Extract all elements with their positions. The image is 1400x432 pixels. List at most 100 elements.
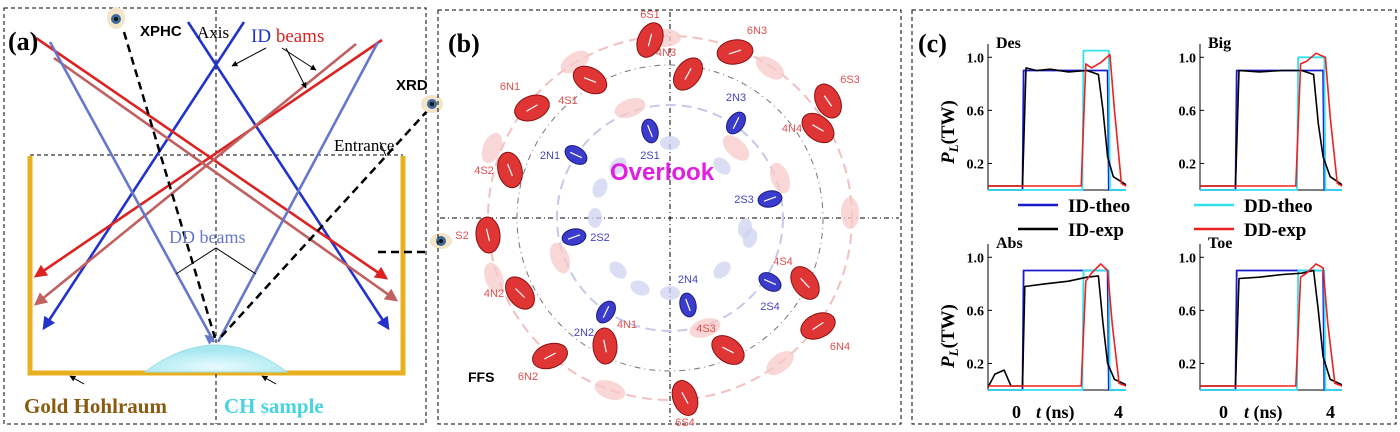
beam-4n4: 4N4 [782, 112, 835, 144]
polarization-arrow [567, 234, 581, 240]
beam-4s3: 4S3 [696, 323, 745, 365]
polarization-arrow [823, 95, 833, 107]
xtick-4-right: 4 [1326, 402, 1335, 422]
panel-c: (c) 0.2 0.6 1.0 Des 0.2 0.6 1.0 Big 0.2 0.6 1.0 Abs… [911, 9, 1397, 425]
subplot-des: 0.2 0.6 1.0 Des [967, 35, 1127, 191]
panel-a: (a) XPHC Axis ID beams XRD Entrance DD b… [3, 7, 452, 425]
y-tick-label: 0.6 [967, 304, 985, 319]
legend: ID-theo DD-theo ID-exp DD-exp [1018, 196, 1313, 241]
beam-2s1: 2S1 [640, 118, 660, 162]
ylabel-top: PL(TW) [938, 100, 961, 165]
ch-sample-dome [143, 344, 289, 373]
polarization-arrow [526, 104, 538, 112]
beam-label: 2N2 [574, 327, 594, 339]
beam-label: 2N1 [540, 150, 560, 162]
overlook-label: Overlook [610, 159, 715, 186]
xtick-4-left: 4 [1114, 402, 1123, 422]
faint-beam-spot [592, 178, 608, 198]
beam-label: 4N1 [617, 319, 637, 331]
beam-6s3: 6S3 [814, 74, 860, 119]
series-id-exp [987, 275, 1127, 388]
beam-label: 6N4 [830, 341, 850, 353]
beam-4s1: 4S1 [558, 65, 608, 107]
beam-label: 2S2 [590, 232, 610, 244]
series-dd-theo [988, 49, 1126, 191]
legend-id-theo: ID-theo [1068, 196, 1130, 217]
id-beam-blue-1 [186, 21, 390, 331]
y-tick-label: 0.6 [967, 104, 985, 119]
y-tick-label: 1.0 [1179, 51, 1197, 66]
beam-label: S2 [455, 230, 468, 242]
series-dd-exp [1200, 263, 1343, 387]
subplot-title: Des [996, 35, 1021, 52]
faint-beam-spot [481, 132, 503, 164]
id-beam-red-3 [53, 56, 399, 302]
beam-label: 4S1 [558, 95, 578, 107]
polarization-arrow [515, 288, 525, 298]
series-id-theo [1200, 69, 1342, 191]
polarization-arrow [485, 228, 491, 242]
faint-beam-spot [713, 261, 731, 279]
beam-label: 2S3 [734, 194, 754, 206]
faint-beam-spot [766, 350, 794, 376]
beam-label: 4S3 [696, 323, 716, 335]
beam-label: 4N2 [484, 288, 504, 300]
faint-beam-spot [737, 218, 753, 238]
faint-beam-spot [840, 197, 860, 229]
ch-label-arrow [261, 375, 277, 385]
legend-dd-exp: DD-exp [1244, 220, 1306, 241]
xlabel-right: t (ns) [1244, 402, 1283, 423]
panel-a-frame [3, 7, 427, 425]
polarization-arrow [763, 278, 777, 286]
y-tick-label: 0.6 [1179, 304, 1197, 319]
legend-id-exp: ID-exp [1068, 220, 1124, 241]
ch-sample-label: CH sample [224, 394, 324, 418]
polarization-arrow [800, 277, 810, 289]
beam-label: 4N4 [782, 123, 802, 135]
panel-b: 6S1 6N3 6S3 6N4 6S4 6N2 S2 6N1 4N3 4N4 4S4 4S3 4N1 4N… [437, 9, 902, 429]
beam-label: 4N3 [656, 47, 676, 59]
beam-label: 6N1 [500, 81, 520, 93]
subplot-title: Toe [1208, 235, 1232, 252]
subplot-title: Big [1208, 35, 1231, 52]
faint-beam-spot [588, 208, 602, 228]
y-tick-label: 0.2 [967, 357, 985, 372]
y-tick-label: 1.0 [967, 251, 985, 266]
subplot-toe: 0.2 0.6 1.0 Toe [1179, 235, 1343, 391]
dd-beam-2 [216, 41, 380, 343]
subplot-title: Abs [996, 235, 1023, 252]
dd-label-bracket [175, 247, 257, 275]
faint-beam-spot [689, 318, 721, 338]
dd-beam-arrow-1 [204, 334, 216, 345]
polarization-arrow [544, 352, 556, 360]
polarization-arrow [685, 298, 691, 312]
faint-beam-spot [713, 157, 731, 175]
beam-6s4: 6S4 [671, 380, 699, 429]
beam-6n1: 6N1 [500, 81, 550, 122]
polarization-arrow [684, 68, 692, 80]
gold-hohlraum-wall [27, 156, 406, 376]
faint-beams [481, 28, 860, 400]
ylabel-bottom: PL(TW) [938, 304, 961, 369]
polarization-arrow [732, 116, 740, 130]
ffs-label: FFS [468, 369, 494, 385]
faint-beam-spot [660, 136, 680, 150]
beam-6s1: 6S1 [636, 9, 664, 58]
y-tick-label: 1.0 [1179, 251, 1197, 266]
beams: 6S1 6N3 6S3 6N4 6S4 6N2 S2 6N1 4N3 4N4 4S4 4S3 4N1 4N… [455, 9, 860, 429]
beam-4s4: 4S4 [773, 256, 820, 300]
panel-c-label: (c) [918, 29, 947, 58]
axis-label: Axis [197, 23, 229, 42]
beam-label: 6S3 [840, 74, 860, 86]
ring-mid [516, 64, 824, 372]
beam-label: 4S2 [474, 165, 494, 177]
beam-label: 2S4 [760, 301, 780, 313]
legend-dd-theo: DD-theo [1244, 196, 1313, 217]
beam-label: 2S1 [640, 150, 660, 162]
beam-2s4: 2S4 [758, 272, 782, 313]
beam-2n2: 2N2 [574, 300, 616, 339]
polarization-arrow [812, 322, 824, 330]
series-id-exp [1200, 269, 1343, 387]
polarization-arrow [681, 392, 689, 404]
